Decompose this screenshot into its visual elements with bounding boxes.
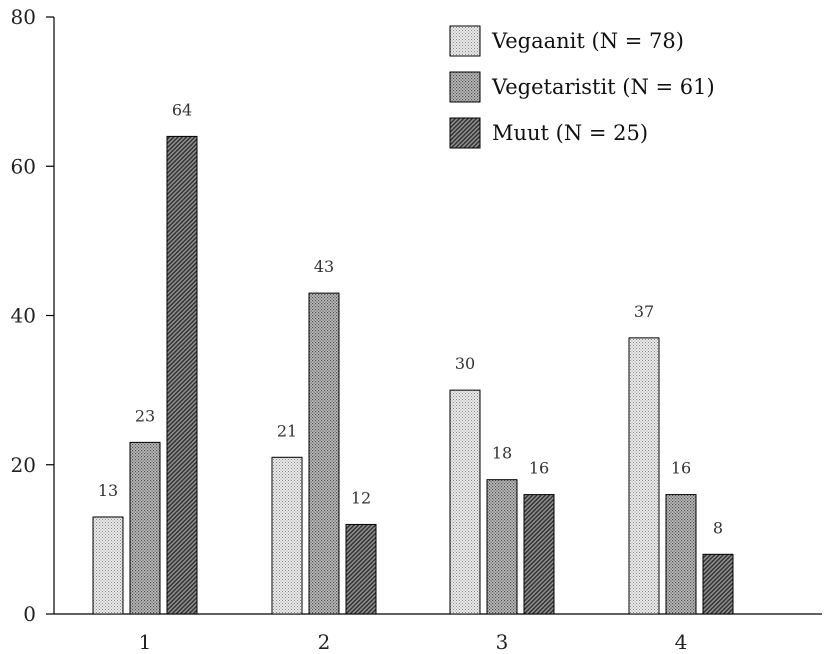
legend-label: Vegetaristit (N = 61) <box>491 75 715 99</box>
legend-swatch <box>449 25 481 57</box>
y-tick-label: 40 <box>11 304 36 328</box>
bar <box>486 479 518 615</box>
y-tick-label: 60 <box>11 154 36 178</box>
x-tick-label: 4 <box>675 630 688 654</box>
x-tick-label: 1 <box>139 630 152 654</box>
bar-value-label: 23 <box>135 406 155 425</box>
legend-item: Vegaanit (N = 78) <box>449 25 684 57</box>
legend-swatch <box>449 71 481 103</box>
bar-value-label: 16 <box>529 459 549 478</box>
y-tick-label: 0 <box>23 602 36 626</box>
legend-item: Muut (N = 25) <box>449 117 648 149</box>
y-tick-label: 20 <box>11 453 36 477</box>
bar-value-label: 13 <box>98 481 118 500</box>
bar-value-label: 8 <box>713 518 723 537</box>
bar <box>665 494 697 615</box>
x-tick-label: 2 <box>318 630 331 654</box>
bar-value-label: 21 <box>277 421 297 440</box>
legend-swatch <box>449 117 481 149</box>
bars <box>92 135 734 615</box>
bar-value-label: 18 <box>492 444 512 463</box>
bar-value-label: 64 <box>172 100 192 119</box>
bar <box>129 441 161 615</box>
bar-value-label: 12 <box>351 488 371 507</box>
bar <box>271 456 303 615</box>
bar-value-label: 16 <box>671 459 691 478</box>
data-labels: 13 21 30 37 23 43 18 16 64 12 16 8 <box>98 100 723 537</box>
bar-value-label: 30 <box>455 354 475 373</box>
bar <box>345 523 377 615</box>
legend-item: Vegetaristit (N = 61) <box>449 71 715 103</box>
bar <box>92 516 124 615</box>
y-tick-label: 80 <box>11 5 36 29</box>
bar <box>308 292 340 615</box>
bar <box>523 494 555 615</box>
bar <box>702 553 734 615</box>
legend: Vegaanit (N = 78) Vegetaristit (N = 61) Mu… <box>449 25 715 149</box>
x-tick-label: 3 <box>496 630 509 654</box>
bar <box>449 389 481 615</box>
bar-value-label: 37 <box>634 302 654 321</box>
bar-value-label: 43 <box>314 257 334 276</box>
legend-label: Muut (N = 25) <box>492 121 648 145</box>
bar <box>628 337 660 615</box>
legend-label: Vegaanit (N = 78) <box>491 29 684 53</box>
bar <box>166 135 198 615</box>
